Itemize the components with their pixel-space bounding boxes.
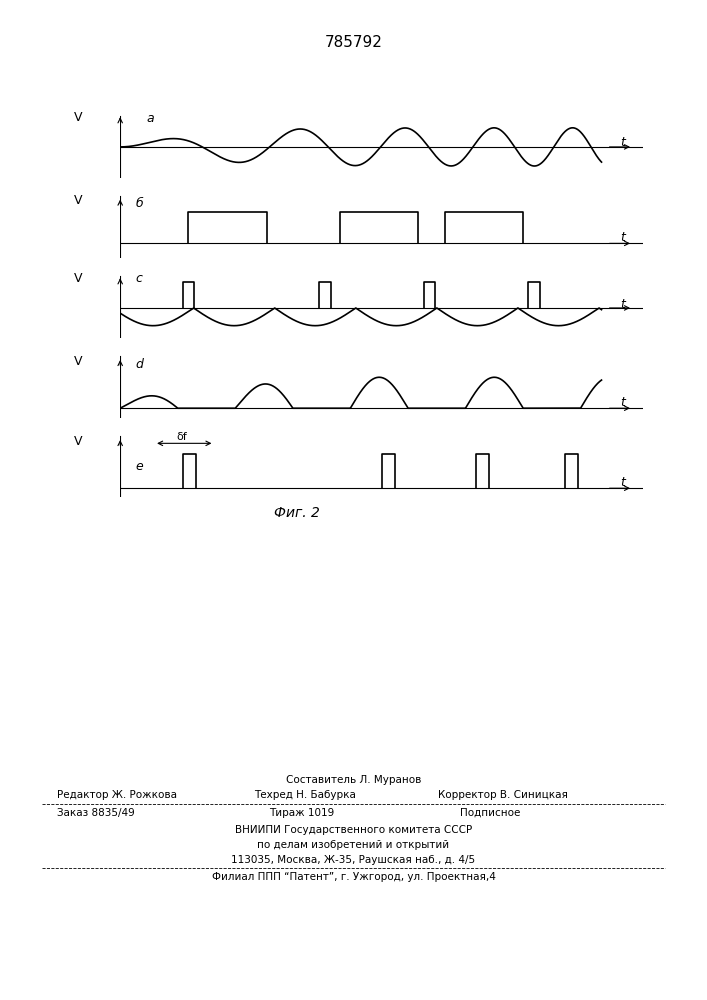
- Text: по делам изобретений и открытий: по делам изобретений и открытий: [257, 840, 450, 850]
- Text: Фиг. 2: Фиг. 2: [274, 506, 320, 520]
- Text: t: t: [620, 231, 625, 244]
- Text: Тираж 1019: Тираж 1019: [269, 808, 334, 818]
- Text: Корректор В. Синицкая: Корректор В. Синицкая: [438, 790, 568, 800]
- Text: Редактор Ж. Рожкова: Редактор Ж. Рожкова: [57, 790, 177, 800]
- Text: Заказ 8835/49: Заказ 8835/49: [57, 808, 134, 818]
- Text: 785792: 785792: [325, 35, 382, 50]
- Text: ВНИИПИ Государственного комитета СССР: ВНИИПИ Государственного комитета СССР: [235, 825, 472, 835]
- Text: t: t: [620, 396, 625, 409]
- Text: t: t: [620, 298, 625, 311]
- Text: a: a: [146, 112, 154, 125]
- Text: d: d: [136, 358, 144, 371]
- Text: c: c: [136, 272, 143, 285]
- Text: Составитель Л. Муранов: Составитель Л. Муранов: [286, 775, 421, 785]
- Text: V: V: [74, 194, 83, 207]
- Text: б: б: [136, 197, 144, 210]
- Text: t: t: [620, 476, 625, 489]
- Text: V: V: [74, 355, 83, 368]
- Text: Филиал ППП “Патент”, г. Ужгород, ул. Проектная,4: Филиал ППП “Патент”, г. Ужгород, ул. Про…: [211, 872, 496, 882]
- Text: V: V: [74, 435, 83, 448]
- Text: V: V: [74, 111, 83, 124]
- Text: Техред Н. Бабурка: Техред Н. Бабурка: [255, 790, 356, 800]
- Text: Подписное: Подписное: [460, 808, 520, 818]
- Text: e: e: [136, 460, 144, 473]
- Text: t: t: [620, 136, 625, 149]
- Text: δf: δf: [177, 432, 187, 442]
- Text: V: V: [74, 272, 83, 285]
- Text: 113035, Москва, Ж-35, Раушская наб., д. 4/5: 113035, Москва, Ж-35, Раушская наб., д. …: [231, 855, 476, 865]
